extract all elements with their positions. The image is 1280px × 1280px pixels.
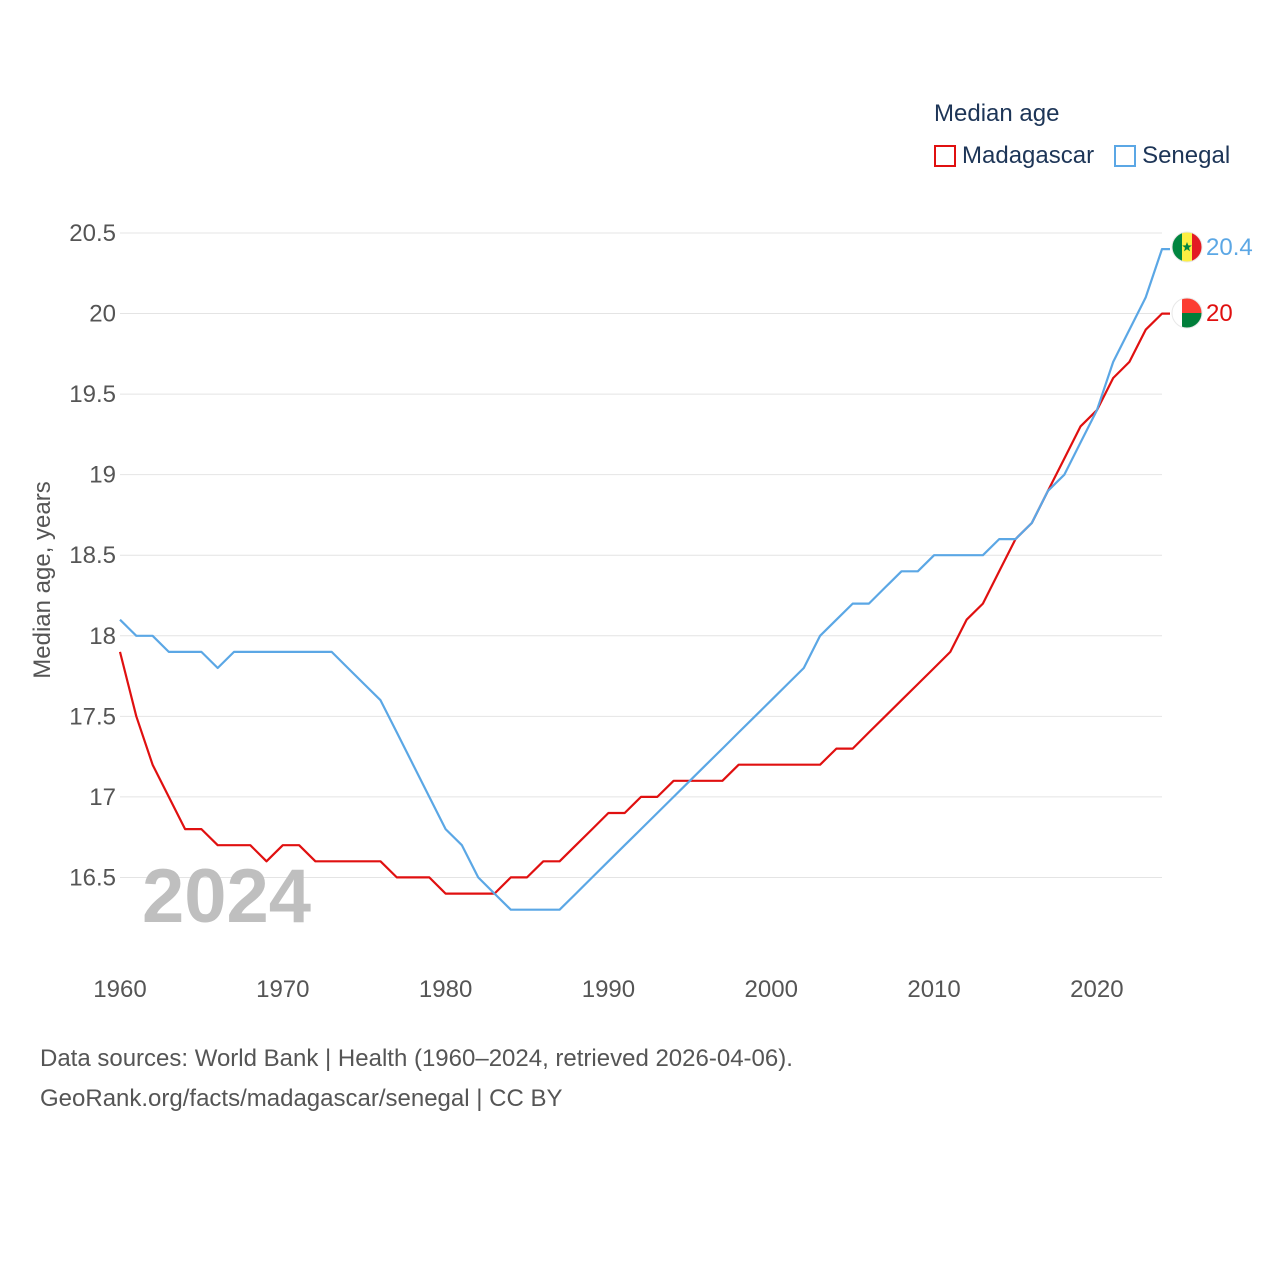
x-tick-label: 1980 [419,976,472,1003]
y-tick-label: 20.5 [69,220,116,247]
madagascar-flag-icon [1171,297,1203,329]
x-axis-ticks: 1960 1970 1980 1990 2000 2010 2020 [93,976,1123,1003]
y-tick-label: 16.5 [69,864,116,891]
series-line-senegal [119,248,1170,911]
series-line-madagascar [118,312,1170,895]
grid-lines [120,232,1162,878]
source-link[interactable]: GeoRank.org/facts/madagascar/senegal | C… [40,1085,563,1112]
y-axis-ticks: 16.5 17 17.5 18 18.5 19 19.5 20 20.5 [69,220,116,891]
end-flags: 20 20.4 [1171,231,1253,329]
legend: Madagascar Senegal [934,142,1250,170]
x-tick-label: 2020 [1070,976,1123,1003]
legend-item-senegal[interactable]: Senegal [1114,142,1230,170]
legend-label-madagascar: Madagascar [962,142,1095,169]
year-watermark: 2024 [142,854,311,939]
series-lines [118,248,1170,911]
source-text: Data sources: World Bank | Health (1960–… [40,1045,793,1072]
x-tick-label: 2000 [745,976,798,1003]
y-axis-title: Median age, years [29,481,56,678]
y-tick-label: 18 [89,623,116,650]
y-tick-label: 19 [89,462,116,489]
legend-swatch-senegal [1114,145,1137,167]
legend-title: Median age [934,100,1060,127]
senegal-flag-icon [1171,231,1203,263]
x-tick-label: 1990 [582,976,635,1003]
end-label-madagascar: 20 [1206,300,1233,327]
y-tick-label: 19.5 [69,381,116,408]
y-tick-label: 17.5 [69,703,116,730]
x-tick-label: 1970 [256,976,309,1003]
x-tick-label: 2010 [907,976,960,1003]
y-tick-label: 18.5 [69,542,116,569]
x-tick-label: 1960 [93,976,146,1003]
end-label-senegal: 20.4 [1206,234,1253,261]
y-tick-label: 17 [89,784,116,811]
legend-label-senegal: Senegal [1142,142,1231,169]
legend-item-madagascar[interactable]: Madagascar [934,142,1094,170]
legend-swatch-madagascar [934,145,956,167]
y-tick-label: 20 [89,301,116,328]
